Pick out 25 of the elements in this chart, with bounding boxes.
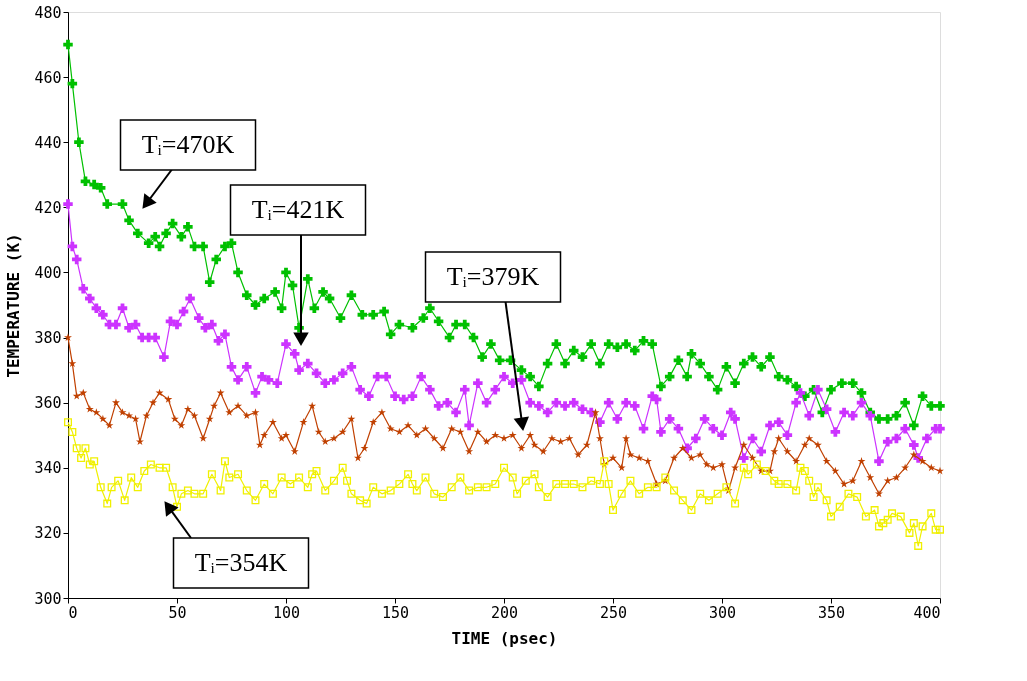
y-tick-label: 300 — [34, 589, 62, 608]
y-tick-label: 480 — [34, 3, 62, 22]
y-tick-label: 320 — [34, 524, 62, 543]
x-tick-label: 350 — [817, 603, 846, 622]
annotation: Tᵢ=421K — [251, 195, 345, 224]
y-tick-label: 440 — [34, 133, 62, 152]
x-tick-label: 400 — [913, 603, 941, 622]
y-tick-label: 420 — [34, 198, 62, 217]
y-tick-label: 340 — [34, 459, 62, 478]
y-tick-label: 460 — [34, 68, 62, 87]
x-tick-label: 250 — [599, 603, 628, 622]
y-tick-label: 360 — [34, 394, 62, 413]
y-tick-label: 400 — [34, 263, 62, 282]
annotation: Tᵢ=470K — [141, 130, 235, 159]
y-axis-title: TEMPERATURE (K) — [4, 233, 24, 378]
annotation: Tᵢ=379K — [446, 262, 540, 291]
x-axis-title: TIME (psec) — [451, 628, 558, 648]
x-tick-label: 100 — [272, 603, 301, 622]
x-tick-label: 300 — [708, 603, 737, 622]
x-tick-label: 0 — [68, 603, 78, 622]
annotation: Tᵢ=354K — [194, 548, 288, 577]
y-tick-label: 380 — [34, 329, 62, 348]
x-tick-label: 150 — [381, 603, 410, 622]
x-tick-label: 50 — [168, 603, 187, 622]
x-tick-label: 200 — [490, 603, 519, 622]
